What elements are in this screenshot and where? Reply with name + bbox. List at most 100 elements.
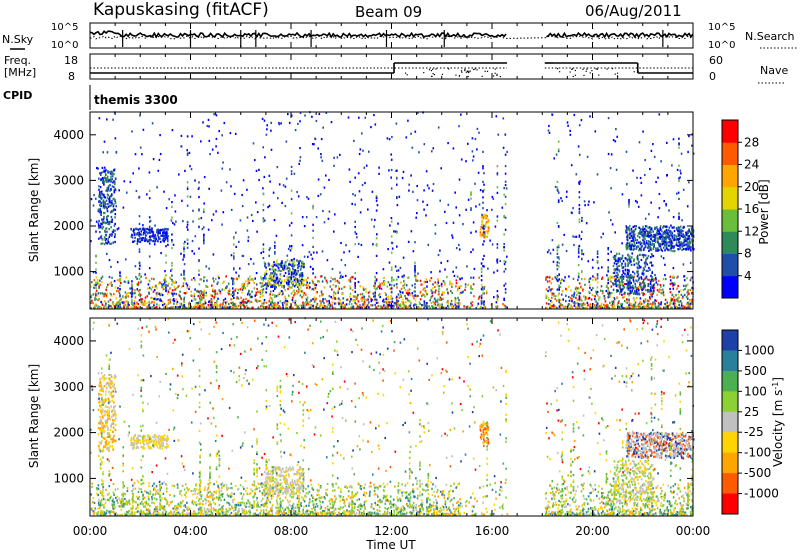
echo-point: [166, 307, 168, 310]
echo-point: [148, 216, 151, 219]
echo-point: [354, 281, 356, 285]
echo-point: [240, 296, 242, 299]
echo-point: [269, 268, 271, 271]
echo-point: [655, 299, 657, 302]
echo-point: [314, 138, 317, 141]
echo-point: [626, 279, 628, 282]
echo-point: [657, 249, 659, 252]
echo-point: [131, 233, 133, 236]
echo-point: [396, 286, 398, 289]
echo-point: [204, 299, 207, 302]
echo-point: [437, 278, 439, 281]
echo-point: [170, 219, 173, 222]
echo-point: [470, 231, 472, 234]
echo-point: [588, 200, 590, 203]
echo-point: [222, 300, 225, 303]
echo-point: [470, 291, 472, 294]
echo-point: [504, 268, 507, 271]
echo-point: [101, 223, 103, 226]
echo-point: [166, 292, 169, 295]
echo-point: [561, 290, 564, 293]
echo-point: [651, 264, 653, 267]
echo-point: [193, 277, 195, 280]
nave-dot: [591, 70, 593, 72]
echo-point: [111, 218, 113, 221]
echo-point: [288, 278, 291, 281]
echo-point: [555, 299, 558, 302]
echo-point: [460, 285, 462, 288]
echo-point: [106, 292, 108, 295]
echo-point: [147, 287, 149, 290]
echo-point: [332, 278, 334, 281]
echo-point: [626, 268, 629, 271]
echo-point: [660, 235, 662, 239]
echo-point: [648, 306, 651, 309]
echo-point: [612, 283, 615, 286]
echo-point: [136, 277, 138, 280]
echo-point: [476, 127, 479, 130]
echo-point: [349, 295, 351, 298]
echo-point: [459, 278, 461, 281]
echo-point: [630, 275, 632, 278]
echo-point: [117, 307, 119, 310]
echo-point: [170, 291, 173, 295]
echo-point: [167, 289, 170, 292]
echo-point: [639, 300, 641, 303]
echo-point: [291, 306, 293, 309]
echo-point: [333, 156, 335, 159]
echo-point: [186, 284, 189, 287]
echo-point: [312, 207, 314, 210]
echo-point: [407, 299, 409, 302]
echo-point: [156, 286, 158, 290]
echo-point: [628, 280, 631, 283]
echo-point: [673, 250, 676, 253]
echo-point: [676, 238, 678, 241]
echo-point: [267, 284, 270, 287]
echo-point: [99, 203, 102, 206]
echo-point: [298, 265, 300, 268]
echo-point: [343, 307, 346, 310]
echo-point: [503, 263, 506, 266]
echo-point: [275, 279, 277, 282]
echo-point: [642, 288, 645, 291]
echo-point: [621, 274, 623, 277]
echo-point: [673, 304, 676, 307]
echo-point: [640, 266, 642, 269]
echo-point: [247, 239, 249, 242]
echo-point: [183, 263, 186, 266]
echo-point: [261, 282, 263, 285]
echo-point: [352, 193, 354, 196]
echo-point: [103, 215, 105, 218]
echo-point: [682, 236, 685, 239]
echo-point: [328, 178, 330, 181]
echo-point: [550, 282, 553, 285]
echo-point: [583, 277, 586, 281]
echo-point: [290, 114, 293, 117]
echo-point: [108, 198, 110, 201]
echo-point: [657, 233, 660, 236]
echo-point: [626, 298, 628, 301]
echo-point: [680, 228, 683, 231]
echo-point: [393, 304, 395, 307]
echo-point: [321, 159, 324, 162]
echo-point: [173, 288, 175, 292]
echo-point: [115, 205, 117, 208]
echo-point: [628, 300, 631, 303]
echo-point: [262, 243, 265, 246]
echo-point: [93, 286, 95, 289]
echo-point: [456, 275, 459, 278]
echo-point: [117, 303, 119, 306]
echo-point: [455, 279, 458, 282]
echo-point: [664, 230, 666, 234]
echo-point: [171, 292, 173, 295]
echo-point: [186, 204, 189, 207]
echo-point: [97, 208, 100, 211]
echo-point: [644, 254, 647, 257]
echo-point: [676, 287, 678, 290]
echo-point: [580, 286, 583, 289]
echo-point: [647, 255, 650, 258]
echo-point: [682, 233, 684, 236]
echo-point: [496, 290, 499, 293]
echo-point: [618, 306, 621, 309]
echo-point: [383, 283, 386, 286]
